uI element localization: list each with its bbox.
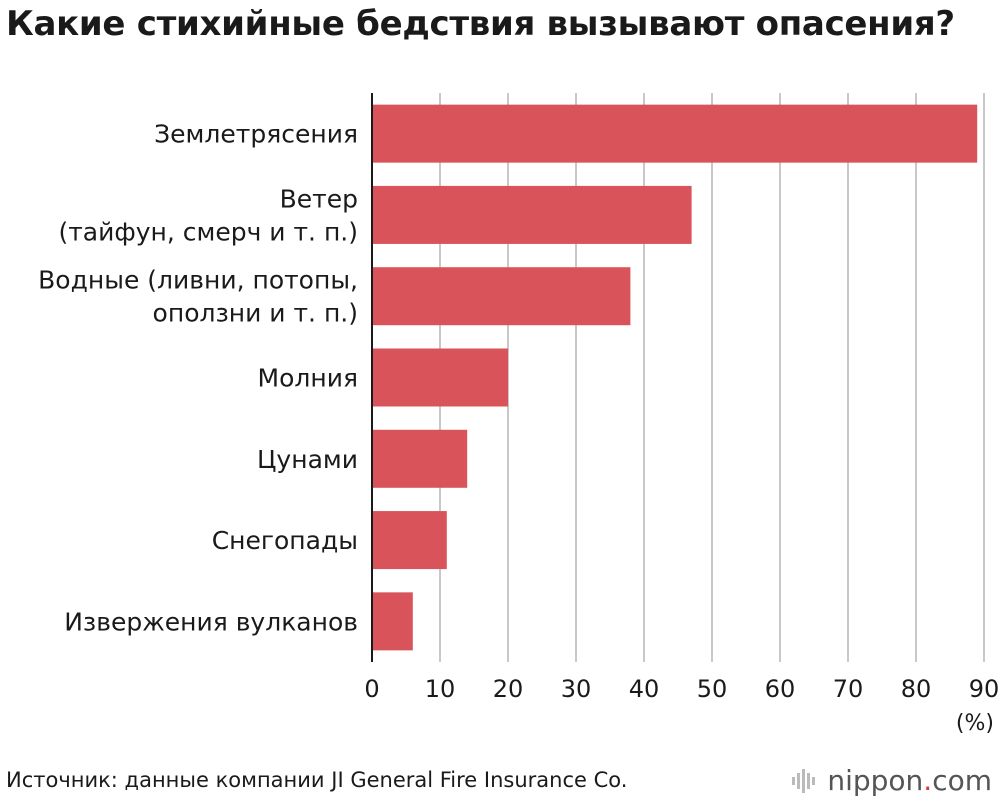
- bar: [372, 592, 413, 651]
- x-tick-label: 70: [833, 675, 864, 703]
- nippon-logo: nippon. com: [791, 764, 992, 797]
- logo-bars-icon: [792, 768, 816, 793]
- x-tick-label: 30: [561, 675, 592, 703]
- x-tick-label: 80: [901, 675, 932, 703]
- bar: [372, 429, 468, 488]
- category-label: Извержения вулканов: [64, 607, 358, 636]
- category-label: (тайфун, смерч и т. п.): [58, 217, 358, 246]
- x-tick-label: 90: [969, 675, 1000, 703]
- bar: [372, 104, 978, 163]
- source-note: Источник: данные компании JI General Fir…: [6, 768, 628, 792]
- x-tick-label: 0: [364, 675, 379, 703]
- x-tick-label: 10: [425, 675, 456, 703]
- category-label: Землетрясения: [154, 120, 358, 149]
- bar: [372, 511, 447, 570]
- category-label: Цунами: [257, 445, 358, 474]
- category-label: Водные (ливни, потопы,: [38, 266, 358, 295]
- category-label: Снегопады: [212, 526, 358, 555]
- bar: [372, 267, 631, 326]
- bar: [372, 348, 508, 407]
- x-tick-label: 40: [629, 675, 660, 703]
- brand-name: nippon: [827, 764, 924, 797]
- bar-chart: Землетрясения Ветер (тайфун, смерч и т. п.…: [38, 93, 1000, 736]
- category-label: Ветер: [280, 184, 358, 213]
- x-tick-label: 60: [765, 675, 796, 703]
- x-tick-label: 50: [697, 675, 728, 703]
- category-label: Молния: [258, 364, 358, 393]
- bar: [372, 185, 692, 244]
- brand-tld: com: [932, 764, 992, 797]
- x-unit-label: (%): [956, 711, 994, 736]
- brand-dot: .: [923, 764, 933, 797]
- category-label: оползни и т. п.): [153, 299, 358, 328]
- chart-title: Какие стихийные бедствия вызывают опасен…: [6, 4, 955, 44]
- x-tick-label: 20: [493, 675, 524, 703]
